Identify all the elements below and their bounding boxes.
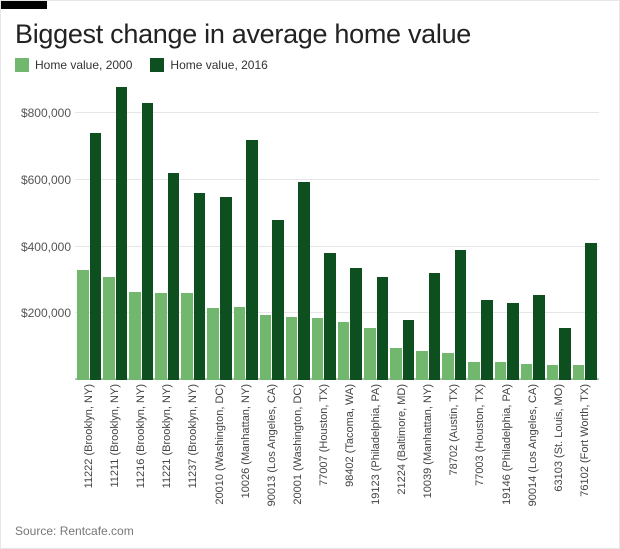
bar-2016 <box>220 197 232 380</box>
bar-2000 <box>207 308 219 380</box>
legend-label-2000: Home value, 2000 <box>35 58 132 72</box>
bar-2000 <box>547 365 559 380</box>
bar-2000 <box>442 353 454 380</box>
x-tick-label: 20001 (Washington, DC) <box>286 384 310 514</box>
plot-area: $200,000$400,000$600,000$800,000 <box>75 80 599 380</box>
x-tick-label: 21224 (Baltimore, MD) <box>390 384 414 514</box>
bar-2016 <box>559 328 571 380</box>
bar-2000 <box>521 364 533 380</box>
x-axis-labels: 11222 (Brooklyn, NY)11211 (Brooklyn, NY)… <box>75 384 599 514</box>
bar-group <box>260 80 284 380</box>
bar-2000 <box>103 277 115 380</box>
chart-title: Biggest change in average home value <box>15 19 605 50</box>
bar-2016 <box>585 243 597 380</box>
bar-group <box>442 80 466 380</box>
bar-2000 <box>312 318 324 380</box>
y-tick-label: $200,000 <box>13 306 71 320</box>
legend: Home value, 2000 Home value, 2016 <box>15 58 605 72</box>
x-tick-label: 20010 (Washington, DC) <box>207 384 231 514</box>
bar-2000 <box>181 293 193 380</box>
y-tick-label: $400,000 <box>13 240 71 254</box>
bar-group <box>129 80 153 380</box>
bar-2000 <box>416 351 428 380</box>
chart-container: Biggest change in average home value Hom… <box>0 0 620 549</box>
y-tick-label: $800,000 <box>13 106 71 120</box>
bar-group <box>155 80 179 380</box>
legend-swatch-2000 <box>15 58 29 72</box>
bar-2016 <box>168 173 180 380</box>
bar-2016 <box>377 277 389 380</box>
bar-2016 <box>403 320 415 380</box>
bar-group <box>286 80 310 380</box>
bar-2000 <box>364 328 376 380</box>
bar-group <box>573 80 597 380</box>
bar-2016 <box>272 220 284 380</box>
bar-2000 <box>155 293 167 380</box>
bar-group <box>364 80 388 380</box>
legend-swatch-2016 <box>150 58 164 72</box>
bar-2016 <box>507 303 519 380</box>
x-tick-label: 19123 (Philadelphia, PA) <box>364 384 388 514</box>
bar-2016 <box>142 103 154 380</box>
bar-2000 <box>390 348 402 380</box>
bar-group <box>521 80 545 380</box>
x-tick-label: 10039 (Manhattan, NY) <box>416 384 440 514</box>
bar-2000 <box>260 315 272 380</box>
x-tick-label: 77007 (Houston, TX) <box>312 384 336 514</box>
bar-2000 <box>77 270 89 380</box>
x-tick-label: 90013 (Los Angeles, CA) <box>260 384 284 514</box>
bar-2016 <box>429 273 441 380</box>
bar-2016 <box>116 87 128 380</box>
bar-2016 <box>533 295 545 380</box>
bar-2000 <box>338 322 350 380</box>
x-tick-label: 90014 (Los Angeles, CA) <box>521 384 545 514</box>
legend-item-2000: Home value, 2000 <box>15 58 132 72</box>
bar-group <box>181 80 205 380</box>
y-tick-label: $600,000 <box>13 173 71 187</box>
x-tick-label: 78702 (Austin, TX) <box>442 384 466 514</box>
bar-group <box>338 80 362 380</box>
bar-2016 <box>298 182 310 380</box>
bar-group <box>77 80 101 380</box>
bar-group <box>547 80 571 380</box>
x-tick-label: 63103 (St. Louis, MO) <box>547 384 571 514</box>
source-line: Source: Rentcafe.com <box>15 524 134 538</box>
x-tick-label: 11216 (Brooklyn, NY) <box>129 384 153 514</box>
bar-2016 <box>194 193 206 380</box>
x-tick-label: 77003 (Houston, TX) <box>468 384 492 514</box>
bar-2016 <box>350 268 362 380</box>
x-tick-label: 11211 (Brooklyn, NY) <box>103 384 127 514</box>
bar-group <box>468 80 492 380</box>
bar-2016 <box>455 250 467 380</box>
bar-group <box>234 80 258 380</box>
bar-2000 <box>495 362 507 380</box>
bar-group <box>312 80 336 380</box>
x-tick-label: 98402 (Tacoma, WA) <box>338 384 362 514</box>
bar-2016 <box>481 300 493 380</box>
bar-2000 <box>234 307 246 380</box>
x-tick-label: 11237 (Brooklyn, NY) <box>181 384 205 514</box>
bar-2000 <box>286 317 298 380</box>
x-tick-label: 19146 (Philadelphia, PA) <box>495 384 519 514</box>
bar-2016 <box>246 140 258 380</box>
legend-label-2016: Home value, 2016 <box>170 58 267 72</box>
bars <box>75 80 599 380</box>
x-tick-label: 11221 (Brooklyn, NY) <box>155 384 179 514</box>
x-tick-label: 10026 (Manhattan, NY) <box>234 384 258 514</box>
accent-bar <box>1 1 47 9</box>
bar-2016 <box>90 133 102 380</box>
bar-group <box>103 80 127 380</box>
bar-group <box>416 80 440 380</box>
bar-group <box>495 80 519 380</box>
bar-2016 <box>324 253 336 380</box>
bar-2000 <box>468 362 480 380</box>
x-tick-label: 76102 (Fort Worth, TX) <box>573 384 597 514</box>
bar-group <box>390 80 414 380</box>
legend-item-2016: Home value, 2016 <box>150 58 267 72</box>
bar-2000 <box>573 365 585 380</box>
x-tick-label: 11222 (Brooklyn, NY) <box>77 384 101 514</box>
bar-2000 <box>129 292 141 380</box>
bar-group <box>207 80 231 380</box>
